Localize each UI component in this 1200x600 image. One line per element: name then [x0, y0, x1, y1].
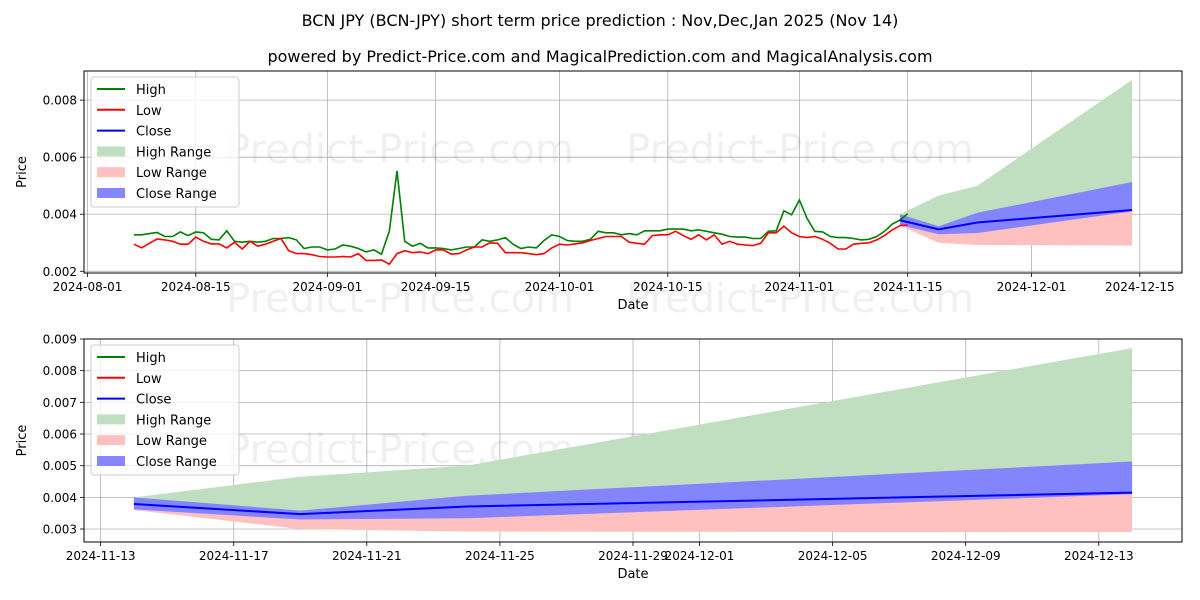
watermark: Predict-Price.com	[626, 127, 974, 173]
legend-label: Close Range	[136, 455, 217, 470]
x-tick-label: 2024-11-25	[465, 549, 535, 563]
legend-box	[90, 76, 240, 208]
x-tick-label: 2024-11-29	[598, 549, 668, 563]
watermark: Predict-Price.com	[226, 276, 574, 322]
y-tick-label: 0.006	[43, 428, 77, 442]
x-tick-label: 2024-09-01	[292, 280, 362, 294]
x-tick-label: 2024-11-01	[764, 280, 834, 294]
x-tick-label: 2024-11-17	[199, 549, 269, 563]
x-tick-label: 2024-12-15	[1105, 280, 1175, 294]
x-tick-label: 2024-08-01	[53, 280, 123, 294]
x-axis-label: Date	[617, 567, 648, 582]
legend-swatch-patch	[97, 167, 125, 178]
legend-swatch-patch	[97, 456, 125, 466]
legend-label: High	[136, 351, 166, 366]
y-axis-label: Price	[15, 425, 30, 457]
legend-swatch-patch	[97, 188, 125, 198]
legend-label: High	[136, 83, 166, 98]
high-line	[133, 170, 909, 256]
x-tick-label: 2024-09-15	[401, 280, 471, 294]
legend-swatch-patch	[97, 414, 125, 425]
close-forecast-line	[899, 208, 1133, 231]
y-tick-label: 0.004	[43, 491, 77, 505]
legend-label: Low	[136, 372, 162, 387]
y-tick-label: 0.009	[43, 333, 77, 347]
legend-label: Low	[136, 104, 162, 119]
legend-label: Close Range	[136, 187, 217, 202]
x-tick-label: 2024-12-09	[931, 549, 1001, 563]
legend-label: Low Range	[136, 434, 207, 449]
x-tick-label: 2024-08-15	[161, 280, 231, 294]
x-tick-label: 2024-11-15	[873, 280, 943, 294]
y-tick-label: 0.008	[43, 364, 77, 378]
legend-swatch-patch	[97, 146, 125, 157]
x-tick-label: 2024-11-21	[332, 549, 402, 563]
chart-subtitle: powered by Predict-Price.com and Magical…	[267, 47, 932, 66]
x-tick-label: 2024-12-13	[1064, 549, 1134, 563]
forecast-zoom-chart: 2024-11-13 2024-11-17 2024-11-21 2024-11-25…	[15, 333, 1183, 582]
legend-label: Close	[136, 125, 171, 140]
chart-title: BCN JPY (BCN-JPY) short term price predi…	[302, 11, 899, 30]
x-tick-label: 2024-12-05	[798, 549, 868, 563]
y-axis-label: Price	[15, 156, 30, 188]
history-forecast-chart: 2024-08-01 2024-08-15 2024-09-01 2024-09-15…	[15, 70, 1183, 322]
y-tick-label: 0.007	[43, 396, 77, 410]
low-line	[133, 224, 908, 266]
close-range-band	[899, 181, 1133, 235]
legend-label: Close	[136, 393, 171, 408]
close-forecast-line	[133, 491, 1133, 516]
y-tick-label: 0.004	[43, 208, 77, 222]
y-tick-label: 0.006	[43, 151, 77, 165]
x-tick-label: 2024-12-01	[997, 280, 1067, 294]
close-range-band	[133, 461, 1133, 520]
legend-label: High Range	[136, 145, 211, 160]
watermark: Predict-Price.com	[626, 276, 974, 322]
legend-box	[90, 344, 240, 476]
watermark: Predict-Price.com	[226, 127, 574, 173]
y-tick-label: 0.008	[43, 94, 77, 108]
legend-label: High Range	[136, 413, 211, 428]
x-axis-label: Date	[617, 298, 648, 313]
y-tick-label: 0.005	[43, 459, 77, 473]
high-range-band	[899, 79, 1133, 230]
x-tick-label: 2024-12-01	[665, 549, 735, 563]
axes-frame	[83, 338, 1183, 543]
y-tick-label: 0.003	[43, 523, 77, 537]
y-tick-label: 0.002	[43, 265, 77, 279]
high-range-band	[133, 348, 1133, 515]
x-tick-label: 2024-10-01	[525, 280, 595, 294]
axes-frame	[83, 70, 1183, 274]
legend-label: Low Range	[136, 166, 207, 181]
legend-swatch-patch	[97, 435, 125, 446]
x-tick-label: 2024-11-13	[66, 549, 136, 563]
x-tick-label: 2024-10-15	[633, 280, 703, 294]
